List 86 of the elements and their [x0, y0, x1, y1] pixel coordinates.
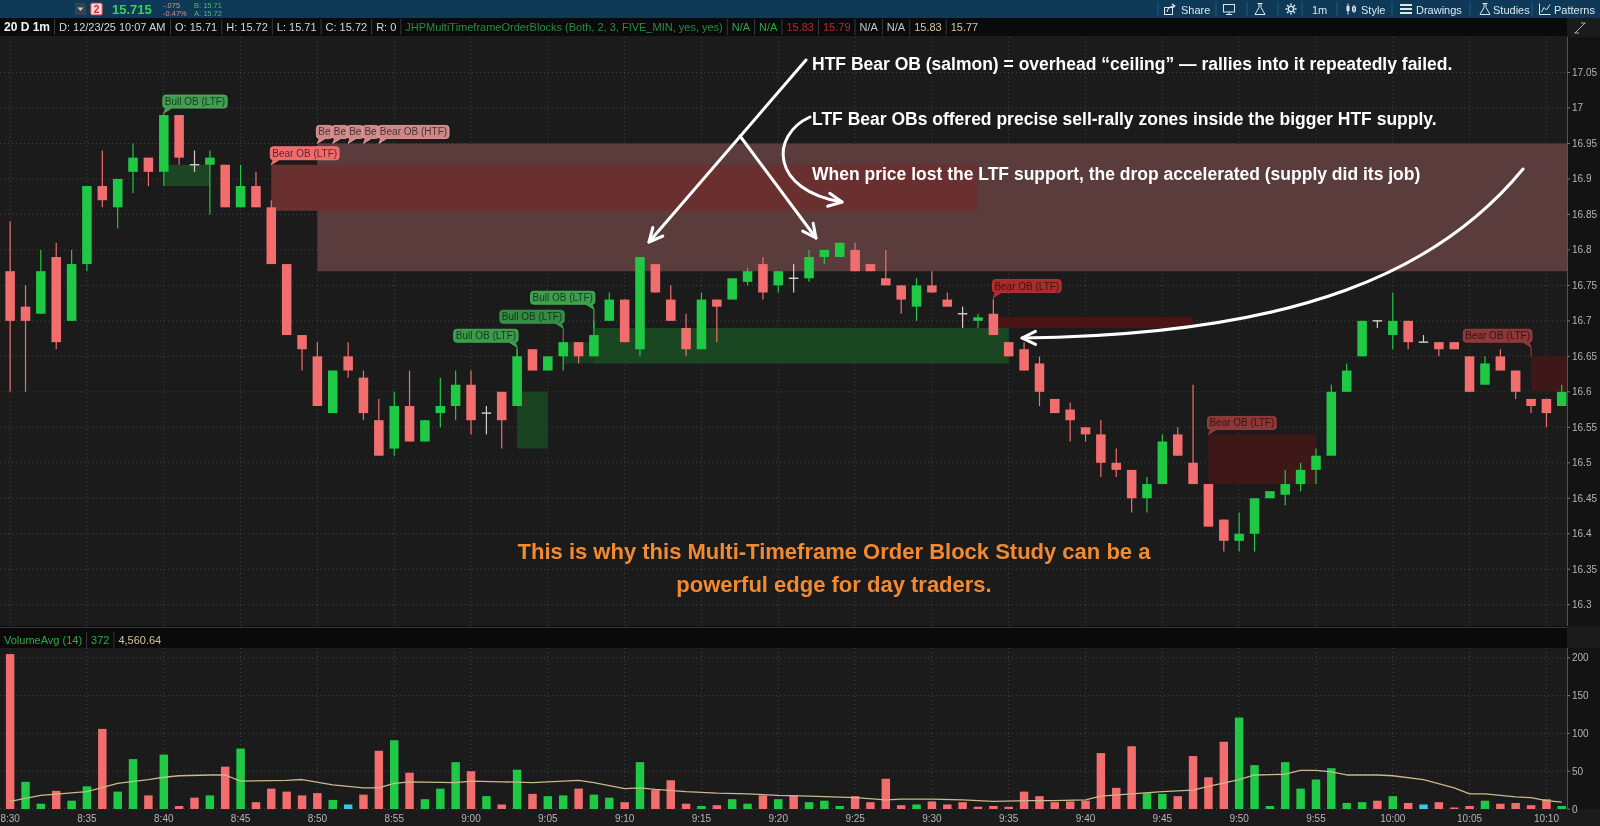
text: N/A [859, 21, 879, 33]
y-tick-label: 17.05 [1572, 66, 1598, 78]
y-tick-label: 16.95 [1572, 137, 1598, 149]
annotation: Be [318, 126, 332, 138]
annotation: Bull OB (LTF) [532, 292, 593, 304]
y-tick-label: 16.65 [1572, 350, 1598, 362]
y-tick-label: 16.5 [1572, 457, 1592, 469]
chart-title: VolumeAvg (14) [4, 634, 83, 646]
x-tick-label: 8:30 [0, 812, 21, 824]
text: JHPMultiTimeframeOrderBlocks (Both, 2, 3, FIVE_MIN, yes, yes) [405, 21, 723, 33]
x-tick-label: 8:45 [230, 812, 251, 824]
y-tick-label: 50 [1572, 765, 1584, 777]
x-tick-label: 8:50 [307, 812, 328, 824]
text: N/A [886, 21, 906, 33]
y-tick-label: 200 [1572, 652, 1590, 664]
annotation: HTF Bear OB (salmon) = overhead “ceiling” — rallies into it repeatedly failed. [812, 54, 1453, 74]
y-tick-label: 17 [1572, 102, 1584, 114]
annotation: Bear OB (LTF) [1209, 417, 1275, 429]
annotation: Be [364, 126, 378, 138]
annotation: Bear OB (LTF) [994, 280, 1060, 292]
y-tick-label: 150 [1572, 690, 1590, 702]
x-tick-label: 9:20 [768, 812, 789, 824]
text: O: 15.71 [175, 21, 218, 33]
x-tick-label: 9:45 [1152, 812, 1173, 824]
y-tick-label: 16.85 [1572, 208, 1598, 220]
text: N/A [731, 21, 751, 33]
x-tick-label: 9:05 [538, 812, 558, 824]
y-tick-label: 16.7 [1572, 315, 1592, 327]
text: H: 15.72 [226, 21, 268, 33]
y-tick-label: 16.9 [1572, 173, 1592, 185]
text: 4,560.64 [118, 634, 162, 646]
y-tick-label: 16.35 [1572, 563, 1598, 575]
y-tick-label: 16.45 [1572, 492, 1598, 504]
text: Share [1181, 3, 1211, 16]
text: L: 15.71 [276, 21, 317, 33]
text: D: 12/23/25 10:07 AM [59, 21, 166, 33]
y-tick-label: 16.3 [1572, 599, 1592, 611]
x-tick-label: 9:50 [1229, 812, 1250, 824]
x-tick-label: 9:25 [845, 812, 866, 824]
text: 15.83 [786, 21, 814, 33]
text: 15.83 [914, 21, 942, 33]
x-tick-label: 9:35 [998, 812, 1019, 824]
annotation: Bull OB (LTF) [164, 96, 226, 108]
annotation: Bull OB (LTF) [501, 311, 563, 323]
annotation: This is why this Multi-Timeframe Order Block Study can be a powerful edge for day traders. [517, 538, 1152, 597]
x-tick-label: 9:10 [614, 812, 635, 824]
text: 15.77 [950, 21, 979, 33]
text: N/A [759, 21, 779, 33]
x-tick-label: 8:35 [77, 812, 98, 824]
text: R: 0 [376, 21, 397, 33]
x-tick-label: 8:40 [154, 812, 174, 824]
annotation: When price lost the LTF support, the drop accelerated (supply did its job) [812, 164, 1421, 184]
x-tick-label: 10:00 [1380, 812, 1406, 824]
annotation: Bear OB (LTF) [272, 147, 338, 159]
annotation: Bear OB (HTF) [379, 126, 448, 138]
x-tick-label: 10:10 [1533, 812, 1560, 824]
text: 15.715 [112, 2, 152, 17]
x-tick-label: 9:55 [1306, 812, 1327, 824]
y-tick-label: 16.55 [1572, 421, 1598, 433]
y-tick-label: 16.8 [1572, 244, 1592, 256]
y-tick-label: 16.4 [1572, 528, 1592, 540]
y-tick-label: 16.6 [1572, 386, 1592, 398]
text: 15.79 [822, 21, 851, 33]
x-tick-label: 9:15 [691, 812, 712, 824]
text: 2 [93, 4, 100, 15]
text: Style [1361, 3, 1386, 16]
x-tick-label: 9:00 [461, 812, 482, 824]
x-tick-label: 10:05 [1457, 812, 1483, 824]
y-tick-label: 0 [1572, 803, 1578, 815]
x-tick-label: 8:55 [384, 812, 405, 824]
annotation: LTF Bear OBs offered precise sell-rally zones inside the bigger HTF supply. [812, 109, 1437, 129]
annotation: Be [333, 126, 347, 138]
annotation: Be [349, 126, 362, 138]
annotation: Bull OB (LTF) [455, 330, 517, 342]
annotation: Bear OB (LTF) [1465, 330, 1531, 342]
text: 1m [1312, 3, 1328, 16]
x-tick-label: 9:30 [922, 812, 943, 824]
text: Studies [1493, 3, 1531, 16]
x-tick-label: 9:40 [1075, 812, 1096, 824]
text: C: 15.72 [325, 21, 368, 33]
chart-title: 20 D 1m [4, 20, 51, 34]
text: Drawings [1416, 3, 1463, 16]
y-tick-label: 100 [1572, 727, 1590, 739]
text: 372 [91, 634, 110, 646]
text: Patterns [1554, 3, 1596, 16]
y-tick-label: 16.75 [1572, 279, 1598, 291]
